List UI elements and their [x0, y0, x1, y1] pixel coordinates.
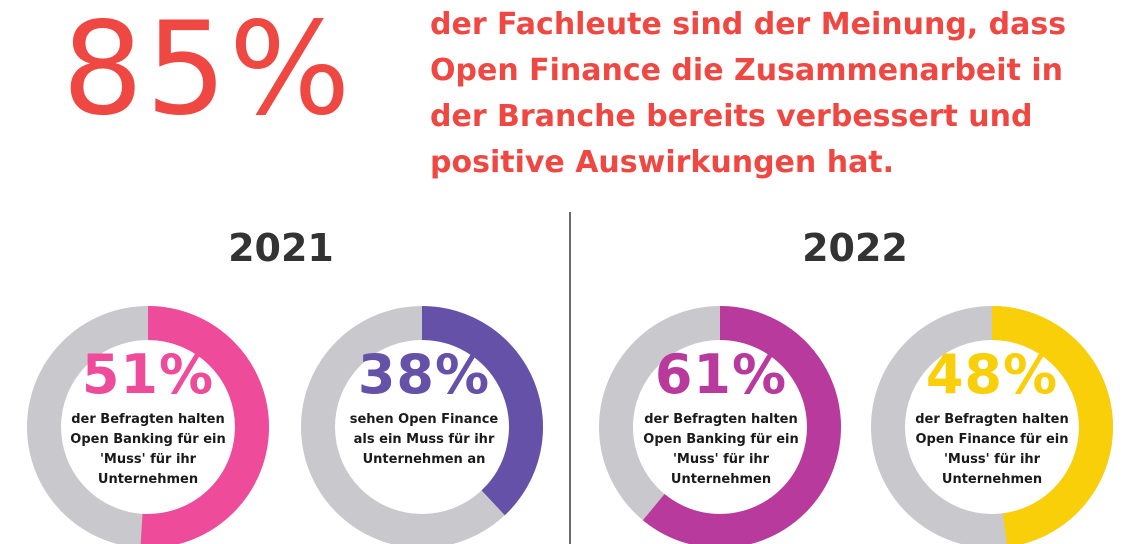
donut-value-label: 38%	[357, 343, 491, 406]
donut-description: der Befragten halten Open Banking für ei…	[643, 412, 799, 487]
donut-description: der Befragten halten Open Finance für ei…	[915, 412, 1069, 487]
donut-description: sehen Open Finance als ein Muss für ihr …	[349, 412, 499, 467]
donut-value-arc	[642, 306, 841, 544]
donut-description: der Befragten halten Open Banking für ei…	[70, 412, 226, 487]
year-divider	[569, 212, 571, 544]
donut-value-label: 48%	[925, 343, 1059, 406]
donut-2021-open-finance-text: 38% sehen Open Finance als ein Muss für …	[339, 348, 509, 470]
donut-value-label: 61%	[654, 343, 788, 406]
donut-value-arc	[140, 306, 269, 544]
donut-2022-open-banking-text: 61% der Befragten halten Open Banking fü…	[636, 348, 806, 490]
headline-text: der Fachleute sind der Meinung, dass Ope…	[430, 7, 1067, 180]
donut-value-arc	[991, 306, 1113, 544]
donut-value-label: 51%	[81, 343, 215, 406]
year-label-2021: 2021	[228, 226, 334, 270]
donut-2022-open-finance-text: 48% der Befragten halten Open Finance fü…	[907, 348, 1077, 490]
donut-2021-open-banking-text: 51% der Befragten halten Open Banking fü…	[63, 348, 233, 490]
headline-percentage: 85%	[62, 0, 353, 144]
year-label-2022: 2022	[802, 226, 908, 270]
donut-value-arc	[421, 306, 543, 516]
